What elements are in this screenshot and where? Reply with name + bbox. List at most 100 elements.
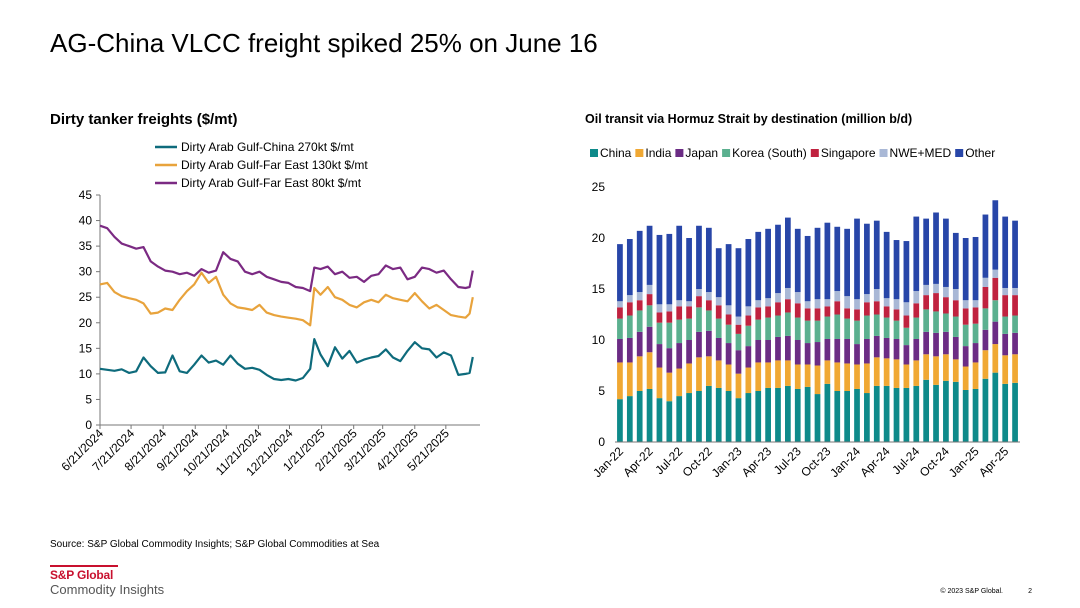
hormuz-bar-india <box>804 364 811 387</box>
freight-line-chart: 0510152025303540456/21/20247/21/20248/21… <box>58 140 480 479</box>
hormuz-bar-other <box>617 244 623 302</box>
hormuz-bar-nwe-med <box>785 287 791 300</box>
hormuz-bar-japan <box>913 338 920 361</box>
hormuz-x-tick-label: Jul-24 <box>889 444 922 477</box>
hormuz-y-tick-label: 15 <box>592 282 606 296</box>
hormuz-bar-singapore <box>814 308 821 321</box>
hormuz-bar-japan <box>686 340 692 364</box>
hormuz-bar-singapore <box>794 303 801 318</box>
hormuz-bar-india <box>656 367 663 399</box>
hormuz-legend-label: India <box>645 146 671 160</box>
hormuz-bar-india <box>873 357 880 386</box>
logo-text-bottom: Commodity Insights <box>50 581 165 597</box>
hormuz-bar-nwe-med <box>883 298 890 307</box>
hormuz-bar-korea-south <box>854 320 860 345</box>
hormuz-bar-other <box>705 227 712 293</box>
hormuz-bar-india <box>686 363 692 394</box>
hormuz-bar-japan <box>814 342 821 366</box>
hormuz-bar-china <box>775 387 781 442</box>
freight-y-tick-label: 0 <box>85 418 92 432</box>
hormuz-bar-other <box>913 216 920 292</box>
hormuz-bar-nwe-med <box>755 300 762 308</box>
hormuz-bar-china <box>814 394 821 442</box>
hormuz-bar-nwe-med <box>1002 287 1009 296</box>
hormuz-bar-singapore <box>933 293 939 312</box>
hormuz-bar-india <box>666 372 673 402</box>
hormuz-legend-label: Korea (South) <box>732 146 807 160</box>
hormuz-bar-china <box>893 387 900 442</box>
hormuz-bar-other <box>1012 220 1018 288</box>
hormuz-bar-india <box>715 360 722 388</box>
hormuz-bar-singapore <box>982 286 989 309</box>
hormuz-bar-japan <box>992 321 999 345</box>
hormuz-bar-singapore <box>873 301 880 315</box>
hormuz-bar-nwe-med <box>814 299 821 309</box>
hormuz-bar-other <box>725 244 732 306</box>
hormuz-bar-korea-south <box>686 318 692 340</box>
hormuz-bar-korea-south <box>824 316 831 339</box>
hormuz-bar-india <box>903 364 910 388</box>
hormuz-bar-other <box>982 214 989 278</box>
hormuz-bar-nwe-med <box>686 301 692 307</box>
hormuz-bar-singapore <box>765 306 771 318</box>
hormuz-bar-singapore <box>755 307 762 320</box>
hormuz-bar-korea-south <box>794 317 801 340</box>
hormuz-bar-china <box>636 391 643 442</box>
hormuz-bar-japan <box>844 338 850 364</box>
hormuz-bar-china <box>883 385 890 442</box>
hormuz-x-tick-label: Apr-25 <box>976 444 1012 480</box>
page-number: 2 <box>1028 588 1032 595</box>
hormuz-bar-korea-south <box>666 322 673 349</box>
hormuz-bar-japan <box>952 336 959 360</box>
hormuz-bar-korea-south <box>656 322 663 345</box>
hormuz-legend-swatch <box>590 149 598 157</box>
hormuz-x-tick-label: Oct-24 <box>917 444 953 480</box>
hormuz-bar-india <box>913 360 920 386</box>
hormuz-legend-swatch <box>879 149 888 157</box>
hormuz-bar-nwe-med <box>804 301 811 309</box>
hormuz-bar-china <box>943 380 949 442</box>
logo-accent-bar <box>50 565 118 567</box>
hormuz-bar-japan <box>755 340 762 363</box>
hormuz-bar-other <box>646 225 653 285</box>
hormuz-bar-nwe-med <box>903 302 910 316</box>
hormuz-bar-korea-south <box>646 305 653 327</box>
hormuz-bar-korea-south <box>933 311 939 333</box>
hormuz-bar-india <box>952 359 959 382</box>
hormuz-bar-japan <box>834 338 841 363</box>
hormuz-bar-nwe-med <box>666 304 673 312</box>
hormuz-bar-japan <box>646 326 653 353</box>
hormuz-bar-singapore <box>686 306 692 319</box>
hormuz-bar-japan <box>775 336 781 361</box>
hormuz-bar-korea-south <box>785 312 791 336</box>
hormuz-bar-nwe-med <box>962 300 969 309</box>
hormuz-legend-swatch <box>675 149 684 157</box>
hormuz-bar-china <box>696 391 702 442</box>
hormuz-bar-korea-south <box>617 318 623 339</box>
hormuz-bar-singapore <box>1012 295 1018 316</box>
hormuz-bar-korea-south <box>626 315 633 338</box>
hormuz-bar-other <box>794 228 801 293</box>
hormuz-bar-china <box>972 388 979 442</box>
hormuz-bar-japan <box>676 343 683 369</box>
hormuz-bar-singapore <box>656 312 663 323</box>
hormuz-bar-korea-south <box>873 314 880 336</box>
hormuz-bar-china <box>962 389 969 442</box>
hormuz-bar-china <box>794 388 801 442</box>
hormuz-bar-japan <box>715 337 722 361</box>
freight-series-line-dirty-arab-gulf-china-270kt-mt <box>99 338 474 382</box>
hormuz-bar-korea-south <box>913 317 920 339</box>
hormuz-bar-korea-south <box>735 333 742 351</box>
hormuz-bar-other <box>844 228 850 297</box>
hormuz-bar-other <box>765 228 771 299</box>
freight-y-tick-label: 30 <box>79 265 93 279</box>
hormuz-bar-singapore <box>666 311 673 323</box>
hormuz-bar-china <box>705 385 712 442</box>
hormuz-bar-singapore <box>923 295 930 310</box>
hormuz-bar-nwe-med <box>933 283 939 294</box>
hormuz-bar-china <box>656 398 663 442</box>
hormuz-bar-india <box>844 363 850 391</box>
hormuz-bar-japan <box>854 344 860 365</box>
hormuz-bar-singapore <box>903 315 910 328</box>
hormuz-bar-other <box>715 248 722 298</box>
